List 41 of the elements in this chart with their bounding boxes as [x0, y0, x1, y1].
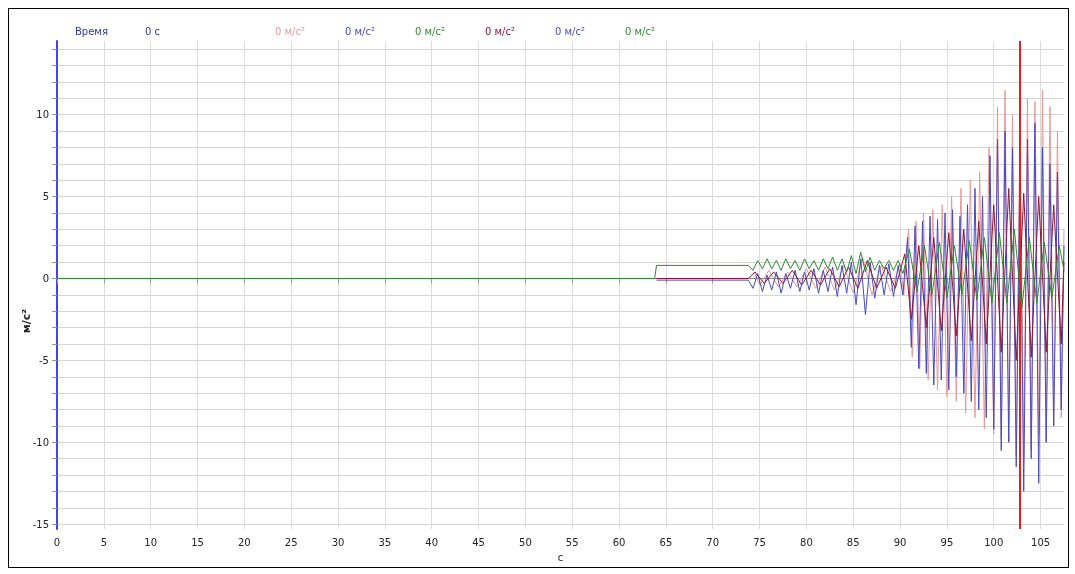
y-tick-label: 10	[36, 109, 49, 121]
text: 0 м/с²	[625, 25, 655, 37]
x-tick-label: 40	[425, 536, 439, 548]
x-tick-label: 80	[800, 536, 813, 548]
x-tick-label: 0	[53, 536, 61, 548]
x-tick-label: 95	[940, 536, 954, 548]
x-tick-label: 105	[1031, 536, 1051, 548]
x-tick-label: 75	[753, 536, 766, 548]
x-tick-label: 50	[519, 536, 532, 548]
x-tick-label: 10	[144, 536, 158, 548]
text: 0 м/с²	[485, 25, 515, 37]
text: 0 м/с²	[345, 25, 375, 37]
x-axis-title: с	[557, 551, 564, 563]
x-tick-label: 35	[378, 536, 392, 548]
y-tick-label: 5	[42, 191, 49, 203]
line-series	[56, 228, 1065, 309]
text: 0 с	[145, 25, 161, 37]
y-axis-title: м/с²	[20, 308, 33, 334]
y-tick-label: 0	[42, 273, 49, 284]
x-tick-label: 20	[237, 536, 251, 548]
x-tick-label: 45	[472, 536, 485, 548]
x-tick-label: 100	[984, 536, 1004, 548]
x-tick-label: 5	[100, 536, 108, 548]
y-tick-label: -15	[32, 518, 49, 530]
line-series	[656, 122, 1065, 492]
text: 0 м/с²	[275, 25, 305, 37]
text: Время	[75, 25, 108, 37]
x-tick-label: 30	[331, 536, 345, 548]
x-tick-label: 55	[565, 536, 579, 548]
x-tick-label: 25	[284, 536, 298, 548]
x-tick-label: 15	[191, 536, 204, 548]
x-tick-label: 85	[846, 536, 860, 548]
x-tick-label: 70	[706, 536, 720, 548]
text: 0 м/с²	[415, 25, 445, 37]
x-tick-label: 65	[659, 536, 673, 548]
y-tick-label: -10	[32, 436, 49, 448]
y-tick-label: -5	[39, 354, 49, 366]
text: 0 м/с²	[555, 25, 585, 37]
x-tick-label: 60	[612, 536, 626, 548]
x-tick-label: 90	[893, 536, 907, 548]
line-series	[656, 187, 1065, 361]
